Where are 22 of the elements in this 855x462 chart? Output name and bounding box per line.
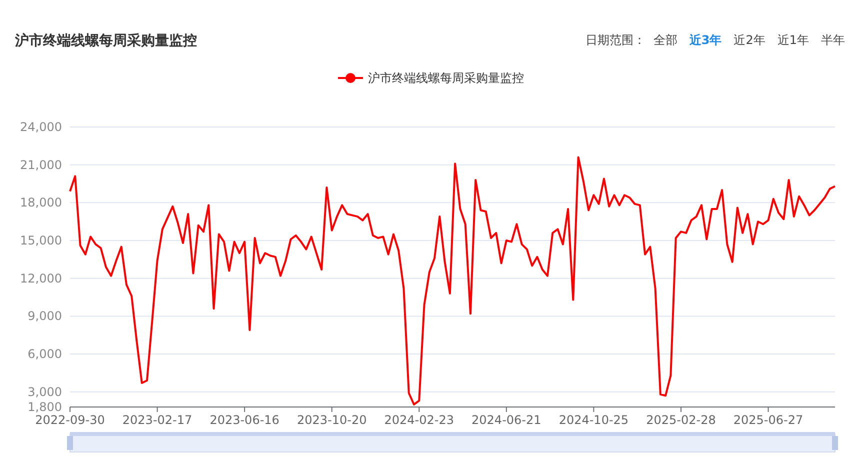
x-tick-label: 2025-06-27: [733, 413, 804, 427]
range-controls: 日期范围： 全部 近3年 近2年 近1年 半年: [585, 33, 845, 47]
y-tick-label: 3,000: [28, 384, 62, 399]
x-tick-label: 2025-02-28: [646, 413, 716, 427]
x-tick-label: 2022-09-30: [35, 413, 105, 427]
x-tick-label: 2024-10-25: [558, 413, 629, 427]
y-tick-label: 15,000: [20, 234, 62, 248]
y-tick-label: 6,000: [28, 347, 62, 362]
legend: 沪市终端线螺每周采购量监控: [338, 71, 524, 85]
y-tick-label: 12,000: [20, 271, 62, 286]
chart-title: 沪市终端线螺每周采购量监控: [14, 32, 197, 49]
y-tick-label: 1,800: [28, 400, 62, 414]
x-tick-label: 2023-02-17: [122, 413, 192, 427]
legend-label: 沪市终端线螺每周采购量监控: [368, 71, 524, 85]
y-tick-label: 21,000: [20, 158, 62, 172]
y-tick-label: 9,000: [28, 309, 62, 324]
x-tick-label: 2023-06-16: [210, 413, 280, 427]
x-tick-label: 2024-06-21: [472, 413, 542, 427]
x-tick-label: 2023-10-20: [296, 413, 367, 427]
y-tick-label: 18,000: [20, 196, 62, 210]
y-tick-label: 24,000: [20, 120, 62, 134]
x-tick-label: 2024-02-23: [384, 413, 454, 427]
